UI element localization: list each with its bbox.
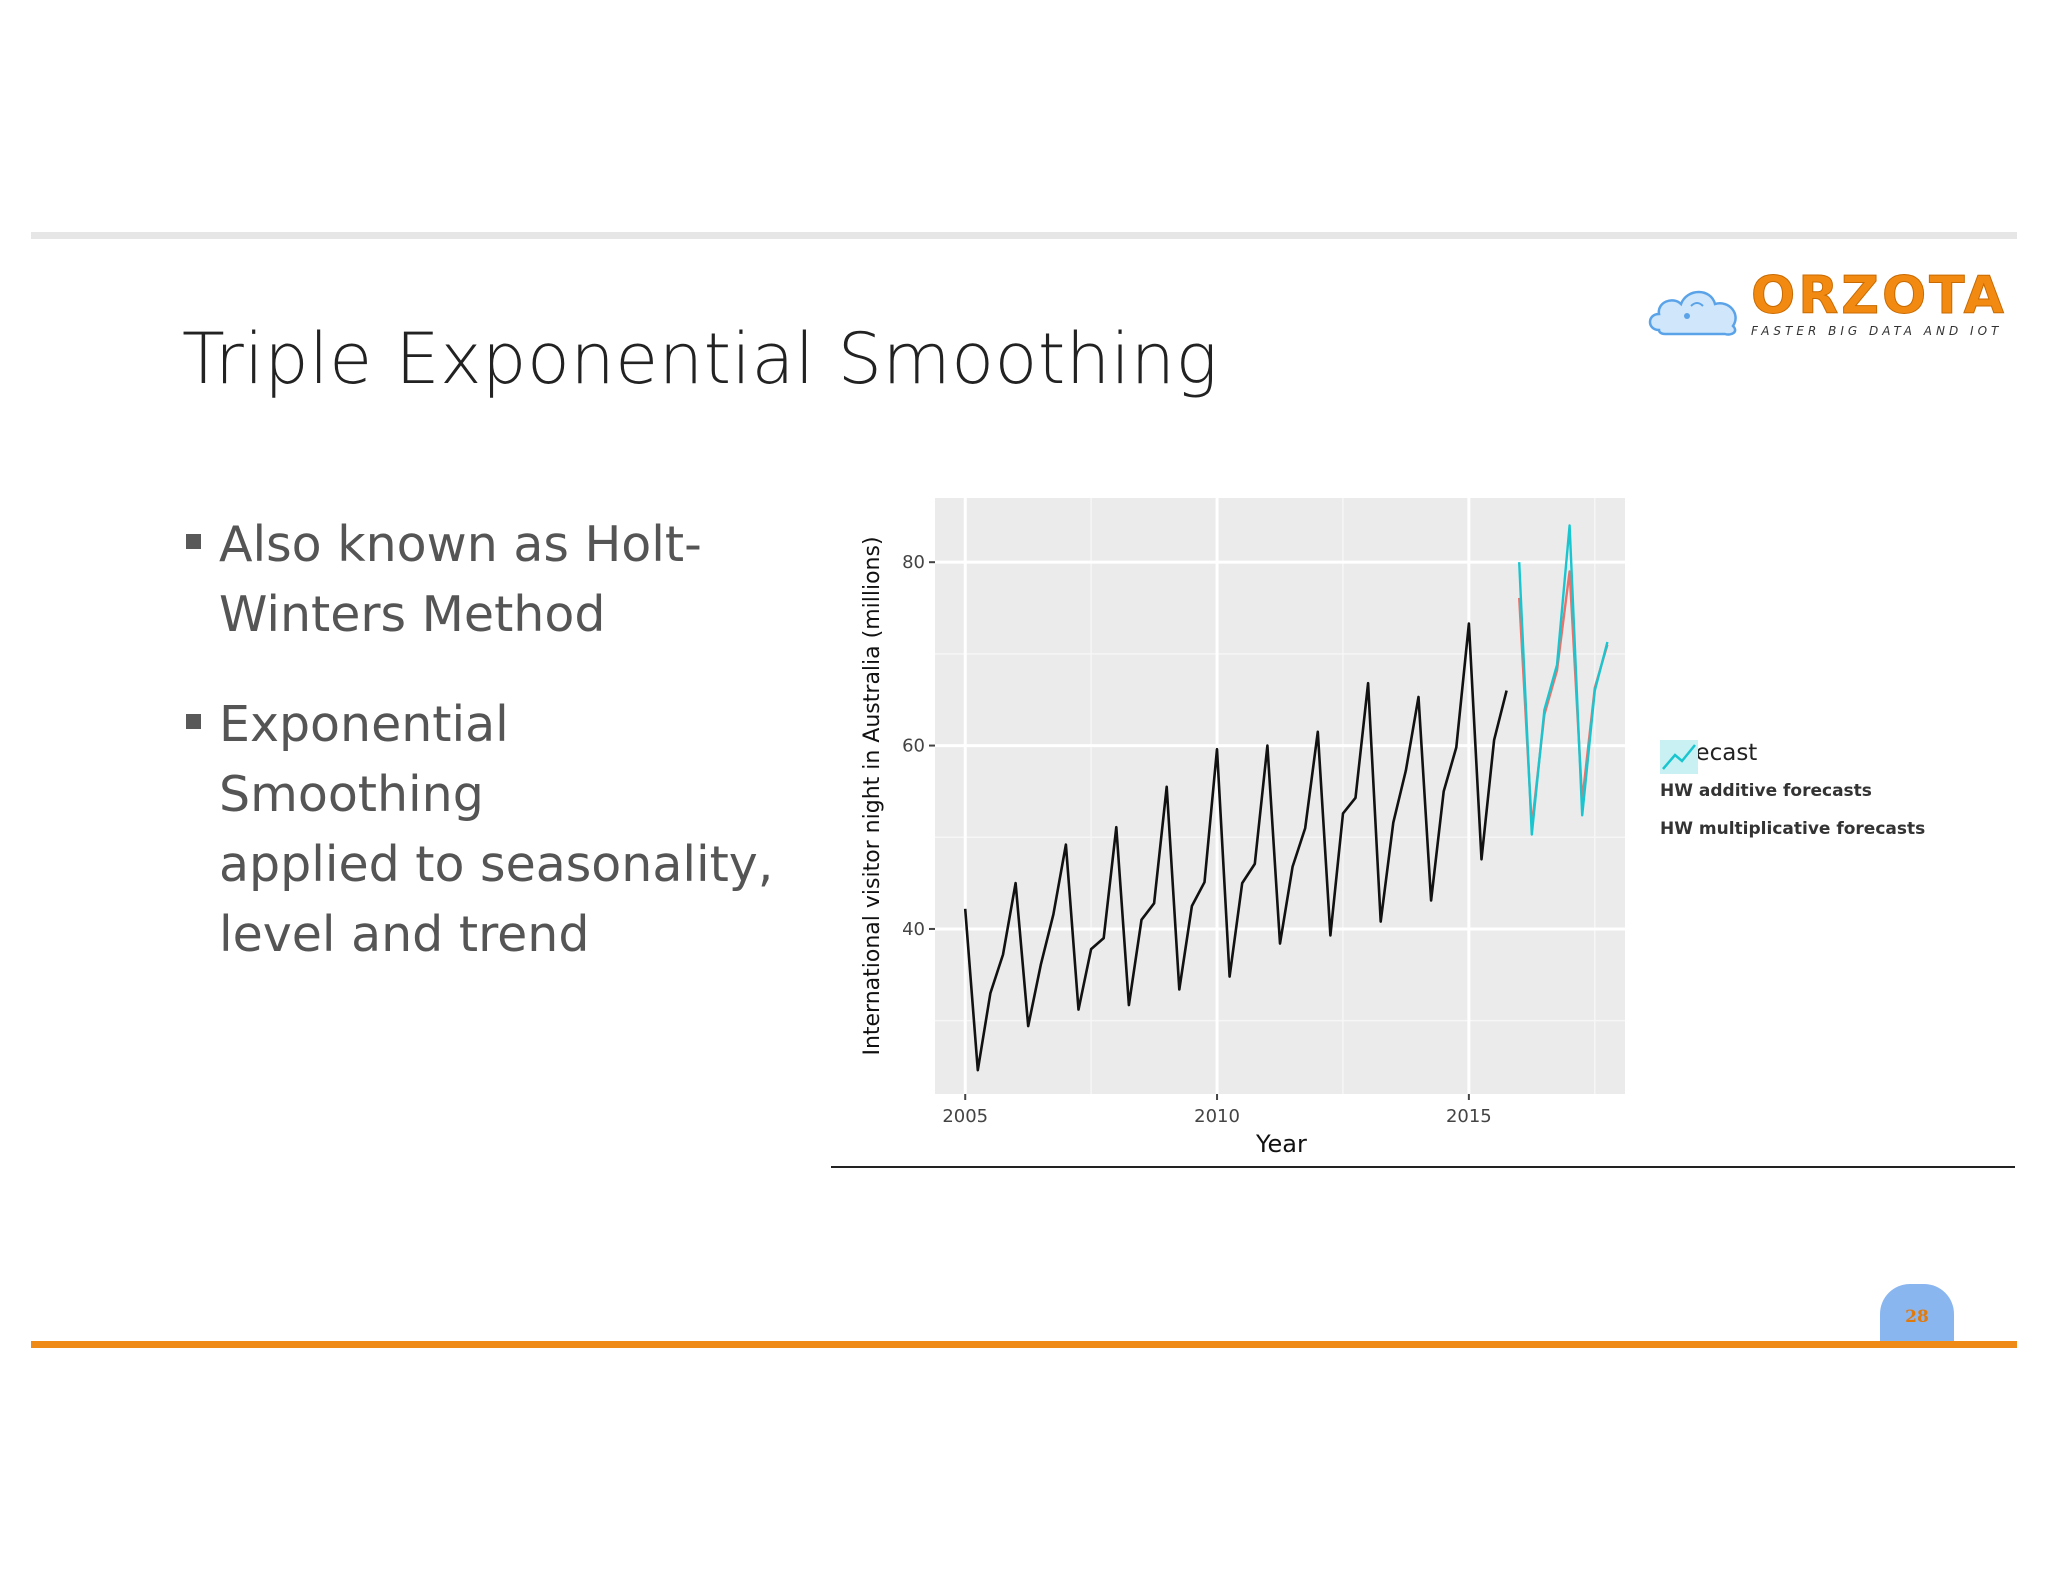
y-tick-label: 60 [902,736,925,757]
x-tick-label: 2005 [942,1106,988,1127]
top-rule [31,232,2017,239]
legend-label-additive: HW additive forecasts [1660,781,1872,801]
legend-item-multiplicative: HW multiplicative forecasts [1660,740,1990,848]
page-number: 28 [1905,1307,1929,1327]
chart-plot: 2005 2010 2015 40 60 80 [902,498,1625,1127]
y-tick-label: 40 [902,919,925,940]
bullet-text: Exponential Smoothing applied to seasona… [219,696,774,963]
legend-swatch-multiplicative [1660,740,1698,774]
square-bullet-icon [186,534,201,549]
cloud-icon [1648,290,1737,336]
square-bullet-icon [186,714,201,729]
orzota-logo: ORZOTA FASTER BIG DATA AND IOT [1645,266,2004,344]
series-line-actual [963,622,1508,1072]
y-axis-label: International visitor night in Australia… [860,536,885,1056]
plot-background [935,498,1625,1094]
legend-title: Forecast [1660,740,1758,766]
chart-legend: Forecast HW additive forecasts HW multip… [1660,740,1990,848]
forecast-chart: 2005 2010 2015 40 60 80 International visitor… [840,490,2020,1190]
slide-title: Triple Exponential Smoothing [182,318,1219,400]
bullet-item: Also known as Holt- Winters Method [186,510,786,650]
page-number-badge: 28 [1880,1284,1954,1342]
x-axis-label: Year [1256,1130,1307,1158]
x-tick-label: 2015 [1446,1106,1492,1127]
logo-wordmark: ORZOTA [1751,266,2007,327]
series-line-hw-multiplicative [1518,524,1609,836]
legend-label-multiplicative: HW multiplicative forecasts [1660,819,1926,839]
chart-baseline [831,1166,2015,1168]
bottom-rule [31,1341,2017,1348]
bullet-list: Also known as Holt- Winters Method Expon… [186,510,786,1010]
x-tick-label: 2010 [1194,1106,1240,1127]
bullet-item: Exponential Smoothing applied to seasona… [186,690,786,970]
bullet-text: Also known as Holt- Winters Method [219,516,702,643]
logo-tagline: FASTER BIG DATA AND IOT [1751,324,2003,338]
legend-item-additive: HW additive forecasts [1660,740,1990,810]
y-tick-label: 80 [902,552,925,573]
